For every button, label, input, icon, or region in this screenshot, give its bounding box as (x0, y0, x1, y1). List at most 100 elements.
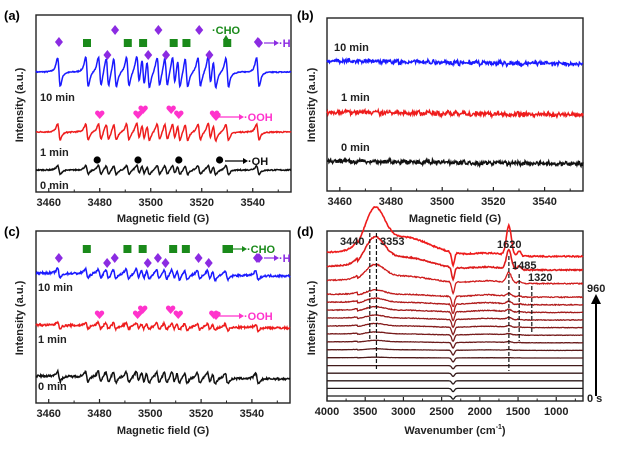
x-axis-label-a: Magnetic field (G) (117, 213, 210, 225)
marker-ooh (138, 105, 148, 114)
legend-ooh-arrowhead-a (239, 114, 244, 120)
ftir-trace (326, 339, 584, 350)
panel-label-d: (d) (297, 224, 314, 239)
marker-h (143, 258, 152, 268)
panel-b: 3460 3480 3500 3520 3540 (326, 17, 584, 208)
series-line-1min (326, 107, 584, 120)
legend-h-arrowhead-a (274, 40, 279, 46)
series-label-a-10min: 10 min (40, 92, 75, 104)
ftir-trace (326, 288, 584, 308)
time-start-label: 0 s (587, 393, 602, 405)
series-label-b-10min: 10 min (334, 42, 369, 54)
marker-ooh (173, 310, 183, 319)
x-tick-label: 3500 (353, 406, 377, 418)
panel-label-b: (b) (297, 8, 314, 23)
plot-frame (35, 230, 291, 404)
x-tick-label: 3480 (88, 197, 112, 209)
marker-h (54, 37, 63, 47)
plot-frame (35, 14, 292, 193)
marker-h (103, 50, 112, 60)
marker-cho (83, 39, 91, 47)
series-line-1min (35, 320, 291, 333)
marker-ooh (133, 110, 143, 119)
marker-h (153, 253, 162, 263)
y-axis-label-a: Intensity (a.u.) (14, 67, 26, 142)
legend-h-a: ·H (279, 38, 291, 50)
marker-oh (93, 156, 101, 164)
legend-h-symbol (255, 38, 263, 48)
marker-cho (123, 39, 132, 47)
marker-h (54, 253, 63, 263)
legend-cho-symbol (225, 245, 233, 253)
ftir-trace (327, 372, 583, 378)
legend-ooh-symbol (211, 311, 221, 320)
marker-h (144, 50, 153, 60)
legend-h-c: ·H (279, 253, 291, 265)
legend-cho-arrowhead-a (223, 35, 229, 40)
series-label-b-1min: 1 min (341, 92, 370, 104)
ftir-trace (327, 348, 584, 357)
panel-label-c: (c) (4, 224, 20, 239)
legend-cho-c: ·CHO (247, 244, 276, 256)
peak-label-1485: 1485 (512, 260, 536, 272)
series-line-10min (326, 56, 584, 68)
x-tick-label: 3480 (87, 408, 111, 420)
marker-ooh (137, 305, 148, 314)
marker-cho (223, 39, 232, 47)
x-tick-label: 3540 (241, 197, 265, 209)
ftir-trace (327, 331, 584, 343)
series-line-0min (35, 163, 292, 177)
ftir-trace (327, 364, 583, 370)
legend-ooh-symbol (211, 112, 221, 121)
x-tick-label: 3460 (37, 197, 61, 209)
series-line-0min (327, 156, 584, 169)
x-tick-label: 3480 (379, 196, 403, 208)
legend-h-arrowhead-c (274, 255, 279, 261)
y-axis-label-b: Intensity (a.u.) (306, 67, 318, 142)
ftir-trace (327, 387, 583, 393)
series-label-a-1min: 1 min (40, 147, 69, 159)
ftir-trace (327, 395, 583, 400)
marker-h (162, 50, 171, 60)
marker-cho (123, 245, 132, 253)
x-tick-label: 3520 (190, 197, 214, 209)
marker-ooh (95, 110, 105, 119)
x-tick-label: 3500 (139, 197, 163, 209)
legend-ooh-a: ·OOH (244, 112, 273, 124)
marker-cho (82, 245, 91, 253)
marker-h (111, 25, 120, 35)
marker-h (195, 25, 204, 35)
x-tick-label: 3500 (138, 408, 162, 420)
marker-cho (182, 39, 191, 47)
legend-oh-arrowhead-a (243, 158, 248, 164)
legend-oh-a: ·OH (248, 156, 268, 168)
y-axis-label-c: Intensity (a.u.) (14, 280, 26, 355)
marker-h (103, 258, 112, 268)
x-axis-label-d: Wavenumber (cm-1) (404, 424, 506, 437)
x-tick-label: 3500 (430, 196, 454, 208)
marker-oh (175, 156, 183, 164)
peak-label-3440: 3440 (340, 236, 364, 248)
peak-label-3353: 3353 (380, 236, 404, 248)
x-tick-label: 2500 (429, 406, 453, 418)
marker-h (194, 253, 203, 263)
ftir-trace (326, 205, 584, 269)
legend-cho-a: ·CHO (212, 25, 241, 37)
x-tick-label: 1000 (544, 406, 568, 418)
series-line-0min (35, 368, 291, 386)
marker-h (161, 258, 170, 268)
series-label-c-0min: 0 min (38, 381, 67, 393)
marker-h (110, 253, 119, 263)
plot-frame (326, 230, 584, 402)
series-label-a-0min: 0 min (40, 180, 69, 192)
marker-cho (169, 245, 178, 253)
marker-oh (134, 156, 142, 164)
ftir-trace (327, 380, 583, 385)
marker-h (205, 50, 214, 60)
panel-label-a: (a) (4, 8, 20, 23)
time-arrowhead (591, 294, 601, 304)
marker-cho (138, 245, 147, 253)
series-line-1min (36, 121, 292, 143)
x-tick-label: 3540 (240, 408, 264, 420)
